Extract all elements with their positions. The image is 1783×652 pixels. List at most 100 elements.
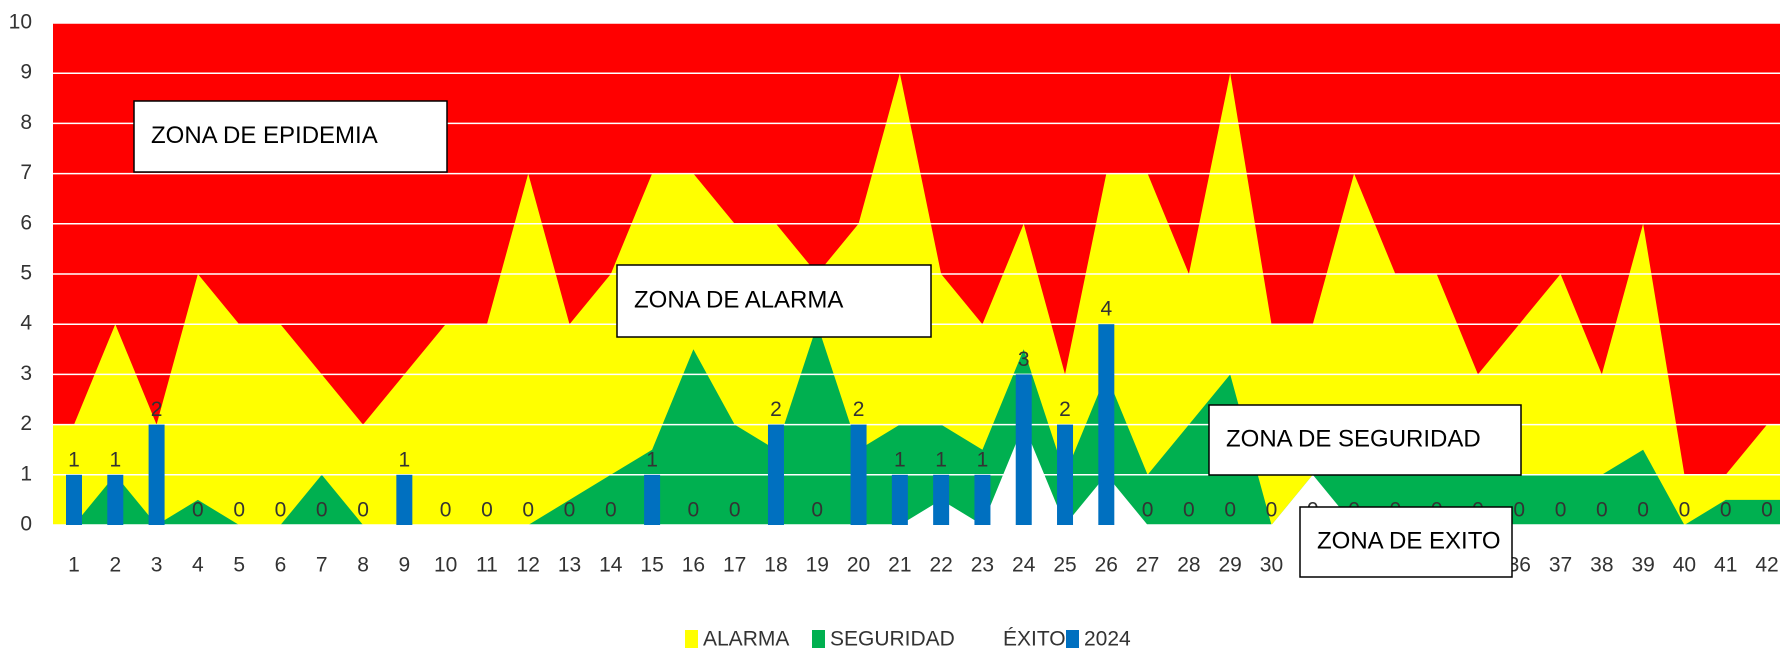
data-label: 2	[1059, 398, 1071, 421]
bar	[1057, 424, 1074, 525]
x-tick-label: 10	[434, 554, 457, 577]
bar	[148, 424, 165, 525]
data-label: 0	[275, 499, 287, 522]
x-tick-label: 19	[806, 554, 829, 577]
x-tick-label: 13	[558, 554, 581, 577]
bar	[107, 474, 124, 525]
x-tick-label: 6	[275, 554, 287, 577]
legend-label: SEGURIDAD	[830, 628, 955, 651]
data-label: 0	[192, 499, 204, 522]
data-label: 0	[1596, 499, 1608, 522]
annotation-box	[133, 100, 448, 173]
data-label: 1	[935, 448, 947, 471]
data-label: 0	[564, 499, 576, 522]
x-tick-label: 15	[640, 554, 663, 577]
x-tick-label: 1	[68, 554, 80, 577]
data-label: 0	[1183, 499, 1195, 522]
x-tick-label: 11	[476, 554, 498, 577]
x-tick-label: 9	[398, 554, 410, 577]
data-label: 0	[1555, 499, 1567, 522]
x-tick-label: 29	[1219, 554, 1242, 577]
data-label: 0	[811, 499, 823, 522]
x-tick-label: 7	[316, 554, 328, 577]
x-tick-label: 41	[1714, 554, 1737, 577]
x-tick-label: 14	[599, 554, 623, 577]
x-tick-label: 38	[1590, 554, 1613, 577]
annotation: ZONA DE EXITO	[1317, 527, 1501, 554]
legend-label: ALARMA	[703, 628, 789, 651]
x-tick-label: 21	[888, 554, 911, 577]
data-label: 0	[729, 499, 741, 522]
data-label: 0	[1761, 499, 1773, 522]
x-tick-label: 42	[1755, 554, 1778, 577]
data-label: 2	[151, 398, 163, 421]
annotation-box	[1299, 506, 1513, 578]
x-tick-label: 20	[847, 554, 870, 577]
y-tick-label: 2	[20, 412, 32, 435]
x-tick-label: 26	[1095, 554, 1118, 577]
annotation: ZONA DE SEGURIDAD	[1226, 425, 1481, 452]
y-tick-label: 1	[20, 462, 32, 485]
x-tick-label: 23	[971, 554, 994, 577]
x-tick-label: 40	[1673, 554, 1696, 577]
annotation: ZONA DE ALARMA	[634, 286, 843, 313]
x-tick-label: 24	[1012, 554, 1036, 577]
legend-label: ÉXITO	[1003, 628, 1066, 651]
legend-label: 2024	[1084, 628, 1131, 651]
data-label: 0	[1266, 499, 1278, 522]
data-label: 3	[1018, 348, 1030, 371]
data-label: 1	[894, 448, 906, 471]
data-label: 0	[605, 499, 617, 522]
bar	[933, 474, 950, 525]
data-label: 0	[440, 499, 452, 522]
y-tick-label: 0	[20, 513, 32, 536]
x-tick-label: 2	[109, 554, 121, 577]
y-tick-label: 6	[20, 211, 32, 234]
legend-swatch	[985, 630, 998, 648]
y-tick-label: 10	[9, 11, 32, 34]
legend-swatch	[812, 630, 825, 648]
x-tick-label: 18	[764, 554, 787, 577]
x-tick-label: 39	[1631, 554, 1654, 577]
y-tick-label: 4	[20, 312, 32, 335]
x-tick-label: 8	[357, 554, 369, 577]
data-label: 0	[1679, 499, 1691, 522]
annotation-box	[1208, 404, 1522, 476]
x-tick-label: 25	[1053, 554, 1076, 577]
x-tick-label: 28	[1177, 554, 1200, 577]
data-label: 0	[688, 499, 700, 522]
y-tick-label: 5	[20, 262, 32, 285]
data-label: 1	[109, 448, 121, 471]
bar	[1098, 324, 1115, 525]
x-tick-label: 37	[1549, 554, 1572, 577]
data-label: 0	[1142, 499, 1154, 522]
x-tick-label: 3	[151, 554, 163, 577]
x-tick-label: 22	[929, 554, 952, 577]
legend-swatch	[685, 630, 698, 648]
data-label: 0	[1513, 499, 1525, 522]
data-label: 0	[1637, 499, 1649, 522]
bar	[850, 424, 867, 525]
data-label: 2	[853, 398, 865, 421]
x-tick-label: 4	[192, 554, 204, 577]
data-label: 1	[398, 448, 410, 471]
bar	[974, 474, 991, 525]
data-label: 1	[977, 448, 989, 471]
data-label: 0	[1224, 499, 1236, 522]
data-label: 0	[481, 499, 493, 522]
bar	[1015, 374, 1032, 525]
annotation: ZONA DE EPIDEMIA	[151, 122, 378, 149]
x-tick-label: 12	[517, 554, 540, 577]
data-label: 1	[68, 448, 80, 471]
data-label: 1	[646, 448, 658, 471]
data-label: 0	[357, 499, 369, 522]
bar	[66, 474, 82, 525]
data-label: 2	[770, 398, 782, 421]
legend-swatch	[1066, 630, 1079, 648]
x-tick-label: 30	[1260, 554, 1283, 577]
x-tick-label: 16	[682, 554, 705, 577]
data-label: 0	[316, 499, 328, 522]
x-tick-label: 36	[1508, 554, 1531, 577]
bar	[644, 474, 661, 525]
